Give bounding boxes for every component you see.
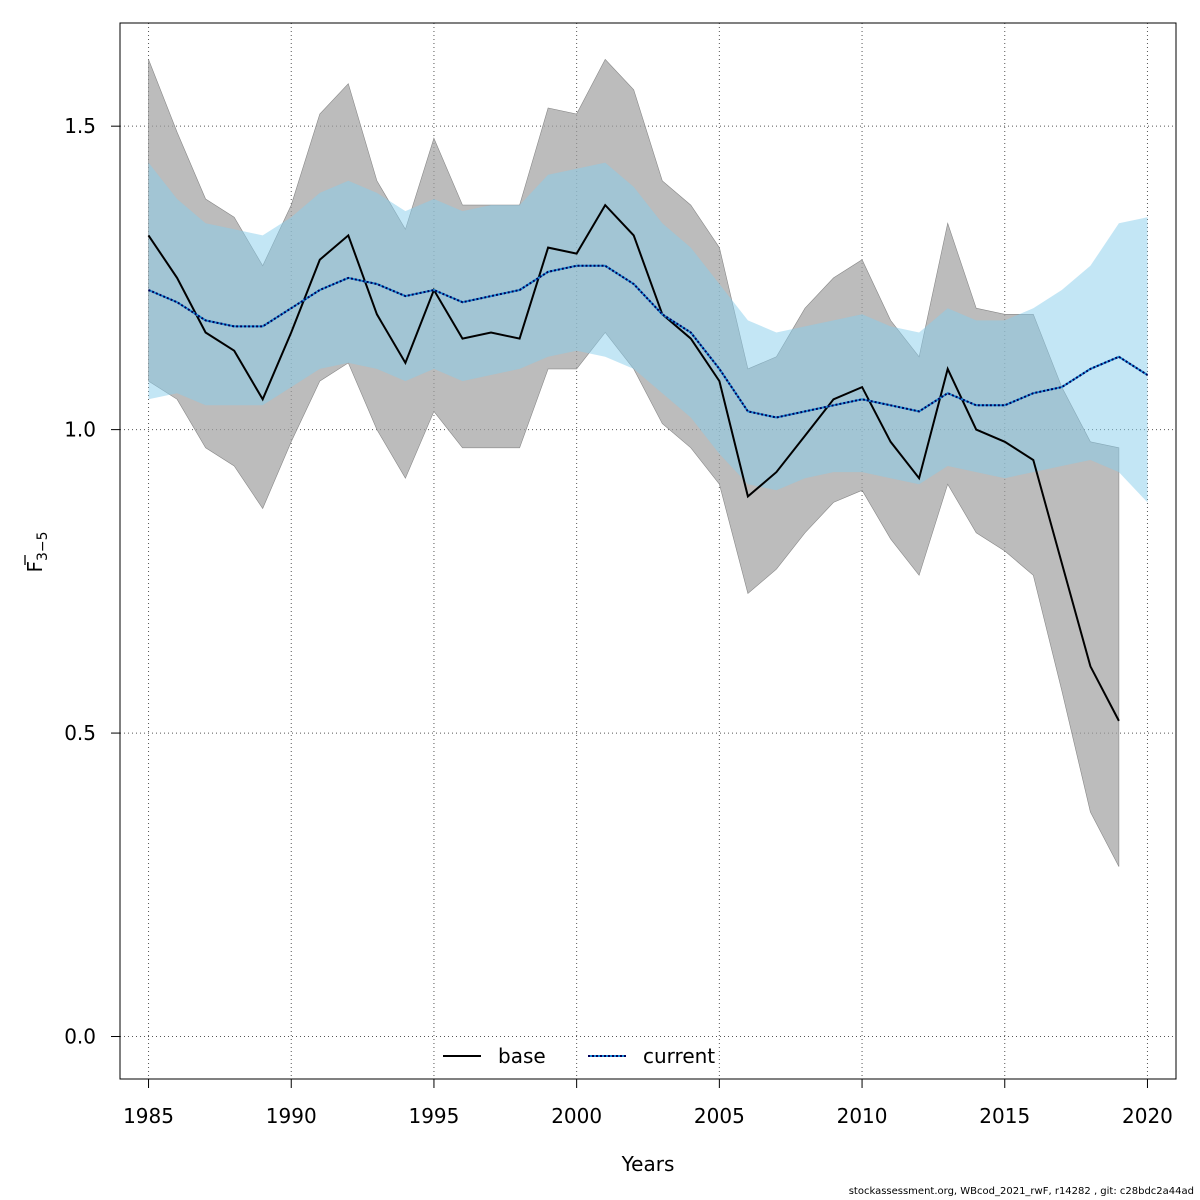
x-tick-label: 1985: [123, 1104, 174, 1128]
series-line-current: [148, 264, 1149, 419]
y-axis-title-main: F: [23, 561, 47, 573]
legend-current-label: current: [643, 1044, 715, 1068]
y-axis-title: F3−5: [23, 531, 51, 572]
y-tick-label: 1.5: [64, 114, 96, 138]
x-tick-label: 1990: [266, 1104, 317, 1128]
legend-base-label: base: [498, 1044, 546, 1068]
series-line-base: [147, 203, 1120, 722]
x-tick-label: 2015: [979, 1104, 1030, 1128]
x-tick-label: 2000: [551, 1104, 602, 1128]
line-layer: [147, 203, 1149, 722]
tick-layer: 1985 1990 1995 2000 2005 2010 2015 2020 0.0 0.5 1.…: [64, 114, 1173, 1128]
y-tick-label: 1.0: [64, 418, 96, 442]
y-axis-title-sub: 3−5: [35, 531, 51, 561]
x-tick-label: 2005: [694, 1104, 745, 1128]
footer-caption: stockassessment.org, WBcod_2021_rwF, r14…: [848, 1186, 1194, 1197]
x-axis-title: Years: [621, 1152, 675, 1176]
legend: base current: [443, 1044, 715, 1068]
y-tick-label: 0.5: [64, 721, 96, 745]
band-layer: [148, 58, 1148, 867]
x-tick-label: 1995: [408, 1104, 459, 1128]
plot-border: [119, 22, 1177, 1080]
y-tick-label: 0.0: [64, 1025, 96, 1049]
ci-band-current: [148, 162, 1148, 503]
x-tick-label: 2010: [837, 1104, 888, 1128]
svg-text:F3−5: F3−5: [23, 531, 51, 572]
x-tick-label: 2020: [1122, 1104, 1173, 1128]
